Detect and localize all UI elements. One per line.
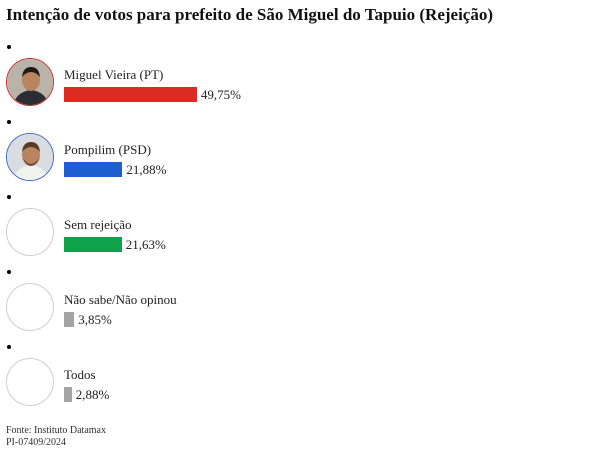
source-note: Fonte: Instituto Datamax bbox=[6, 425, 106, 436]
empty-avatar bbox=[6, 208, 54, 256]
list-bullet bbox=[7, 120, 11, 124]
list-bullet bbox=[7, 45, 11, 49]
value-label: 49,75% bbox=[200, 87, 241, 102]
empty-avatar bbox=[6, 358, 54, 406]
bar bbox=[64, 387, 72, 402]
empty-avatar bbox=[6, 283, 54, 331]
bar bbox=[64, 162, 123, 177]
category-label: Pompilim (PSD) bbox=[64, 142, 152, 157]
category-label: Miguel Vieira (PT) bbox=[64, 67, 164, 82]
list-bullet bbox=[7, 195, 11, 199]
value-label: 21,63% bbox=[125, 237, 166, 252]
bar bbox=[64, 237, 122, 252]
bar bbox=[64, 312, 75, 327]
candidate-photo bbox=[7, 134, 53, 180]
candidate-avatar bbox=[6, 133, 54, 181]
chart-title: Intenção de votos para prefeito de São M… bbox=[6, 5, 494, 24]
list-bullet bbox=[7, 270, 11, 274]
value-label: 2,88% bbox=[75, 387, 110, 402]
list-bullet bbox=[7, 345, 11, 349]
value-label: 21,88% bbox=[126, 162, 167, 177]
category-label: Sem rejeição bbox=[64, 217, 132, 232]
category-label: Todos bbox=[64, 367, 96, 382]
category-label: Não sabe/Não opinou bbox=[64, 292, 177, 307]
candidate-avatar bbox=[6, 58, 54, 106]
registration-note: PI-07409/2024 bbox=[6, 437, 66, 448]
value-label: 3,85% bbox=[78, 312, 112, 327]
bar bbox=[64, 87, 197, 102]
candidate-photo bbox=[7, 59, 53, 105]
